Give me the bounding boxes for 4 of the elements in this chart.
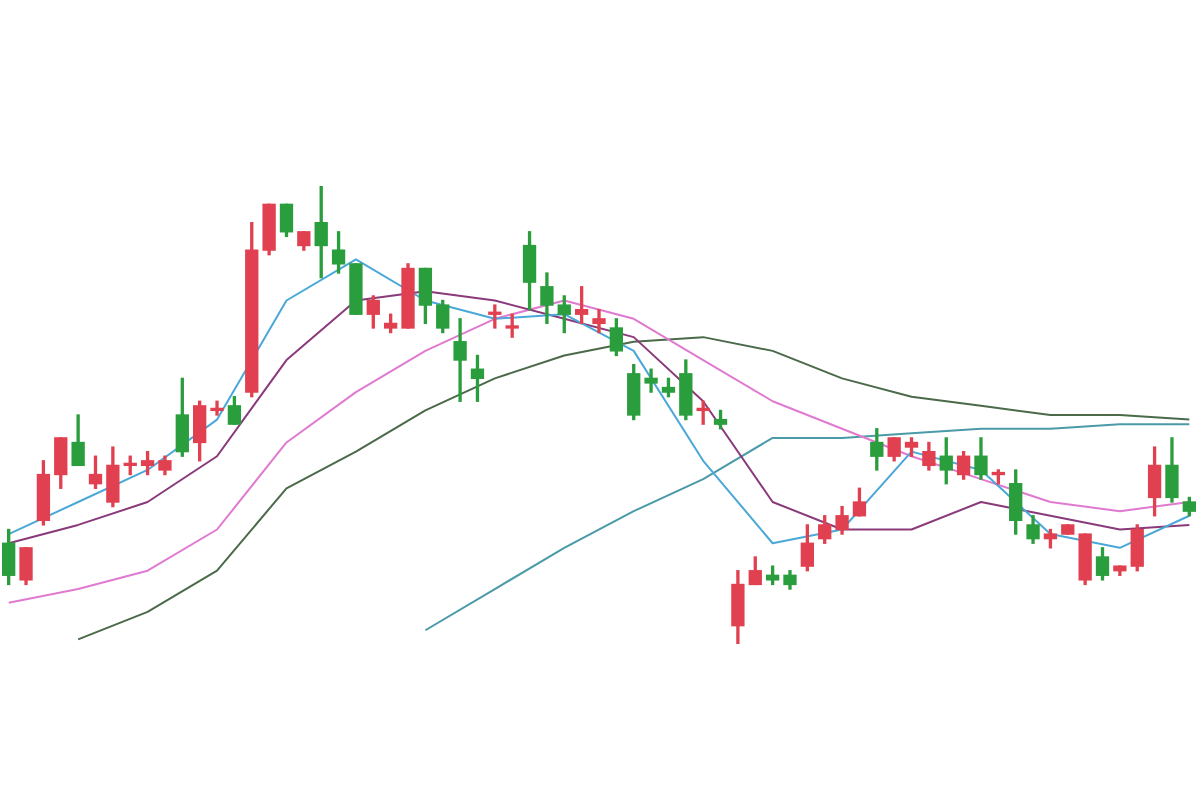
candlestick	[592, 309, 606, 334]
candlestick	[210, 400, 224, 416]
candlestick	[453, 318, 467, 402]
candlestick	[644, 368, 658, 393]
